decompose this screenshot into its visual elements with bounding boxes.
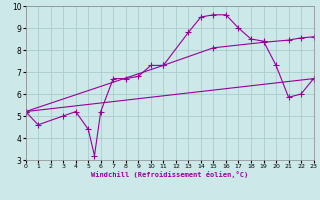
X-axis label: Windchill (Refroidissement éolien,°C): Windchill (Refroidissement éolien,°C) bbox=[91, 171, 248, 178]
